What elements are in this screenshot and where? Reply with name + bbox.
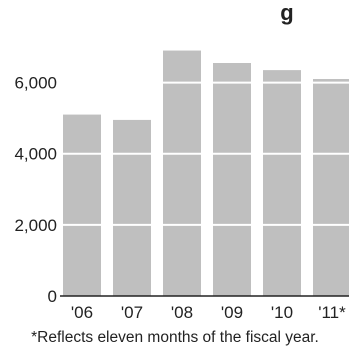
y-tick-label-2: 4,000 bbox=[14, 145, 57, 164]
y-tick-label-0: 0 bbox=[48, 287, 57, 306]
bar-4 bbox=[263, 70, 301, 296]
x-tick-label-0: '06 bbox=[71, 303, 93, 322]
x-tick-label-3: '09 bbox=[221, 303, 243, 322]
bars-group bbox=[63, 50, 349, 297]
bar-0 bbox=[63, 114, 101, 296]
bar-3 bbox=[213, 63, 251, 296]
bar-2 bbox=[163, 50, 201, 296]
bar-5 bbox=[313, 79, 349, 296]
chart-footnote: *Reflects eleven months of the fiscal ye… bbox=[31, 329, 319, 346]
x-tick-label-4: '10 bbox=[271, 303, 293, 322]
y-tick-labels: 0 2,000 4,000 6,000 bbox=[14, 74, 57, 306]
x-tick-label-5: '11* bbox=[318, 303, 346, 322]
x-tick-labels: '06 '07 '08 '09 '10 '11* bbox=[71, 303, 346, 322]
chart-title-fragment: g bbox=[280, 0, 293, 25]
x-tick-label-1: '07 bbox=[121, 303, 143, 322]
x-tick-label-2: '08 bbox=[171, 303, 193, 322]
bar-1 bbox=[113, 119, 151, 297]
y-tick-label-1: 2,000 bbox=[14, 216, 57, 235]
y-tick-label-3: 6,000 bbox=[14, 74, 57, 93]
gridlines-group bbox=[62, 81, 349, 226]
